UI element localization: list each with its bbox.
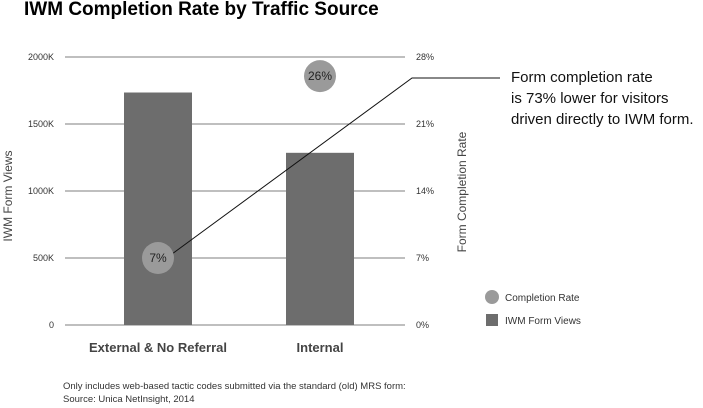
- completion-point: [142, 242, 174, 274]
- legend-swatch-completion-rate: [485, 290, 499, 304]
- bar: [124, 92, 192, 325]
- callout: Form completion rate is 73% lower for vis…: [171, 69, 694, 255]
- completion-point-label: 26%: [308, 69, 332, 83]
- y-left-tick-label: 1000K: [28, 186, 54, 196]
- y-left-tick-label: 2000K: [28, 52, 54, 62]
- callout-text-line: driven directly to IWM form.: [511, 111, 694, 128]
- legend-label: IWM Form Views: [505, 316, 581, 327]
- callout-text-line: is 73% lower for visitors: [511, 90, 669, 107]
- bars: [124, 92, 354, 325]
- callout-text-line: Form completion rate: [511, 69, 653, 86]
- y-right-tick-label: 7%: [416, 253, 429, 263]
- bar: [286, 152, 354, 325]
- y-left-tick-label: 500K: [33, 253, 54, 263]
- completion-point: [304, 60, 336, 93]
- y-right-tick-label: 0%: [416, 320, 429, 330]
- completion-points: 7% 26%: [142, 60, 336, 274]
- category-label: Internal: [297, 340, 344, 355]
- completion-point-label: 7%: [149, 251, 167, 265]
- y-axis-right-title: Form Completion Rate: [455, 131, 469, 252]
- y-right-tick-label: 14%: [416, 186, 434, 196]
- y-axis-left-title: IWM Form Views: [1, 150, 15, 241]
- y-right-tick-label: 21%: [416, 119, 434, 129]
- callout-line: [171, 77, 500, 255]
- chart-title: IWM Completion Rate by Traffic Source: [24, 0, 379, 20]
- footnote-line: Source: Unica NetInsight, 2014: [63, 394, 195, 405]
- legend-swatch-form-views: [486, 314, 498, 326]
- footnote-line: Only includes web-based tactic codes sub…: [63, 381, 406, 392]
- category-label: External & No Referral: [89, 340, 227, 355]
- category-labels: External & No Referral Internal: [89, 340, 343, 355]
- footnote: Only includes web-based tactic codes sub…: [63, 381, 406, 405]
- y-right-tick-label: 28%: [416, 52, 434, 62]
- axis-ticks: 0 0% 500K 7% 1000K 14% 1500K 21% 2000K 28%: [28, 52, 434, 330]
- legend-label: Completion Rate: [505, 293, 580, 304]
- legend: Completion Rate IWM Form Views: [485, 290, 581, 327]
- y-left-tick-label: 1500K: [28, 119, 54, 129]
- y-left-tick-label: 0: [49, 320, 54, 330]
